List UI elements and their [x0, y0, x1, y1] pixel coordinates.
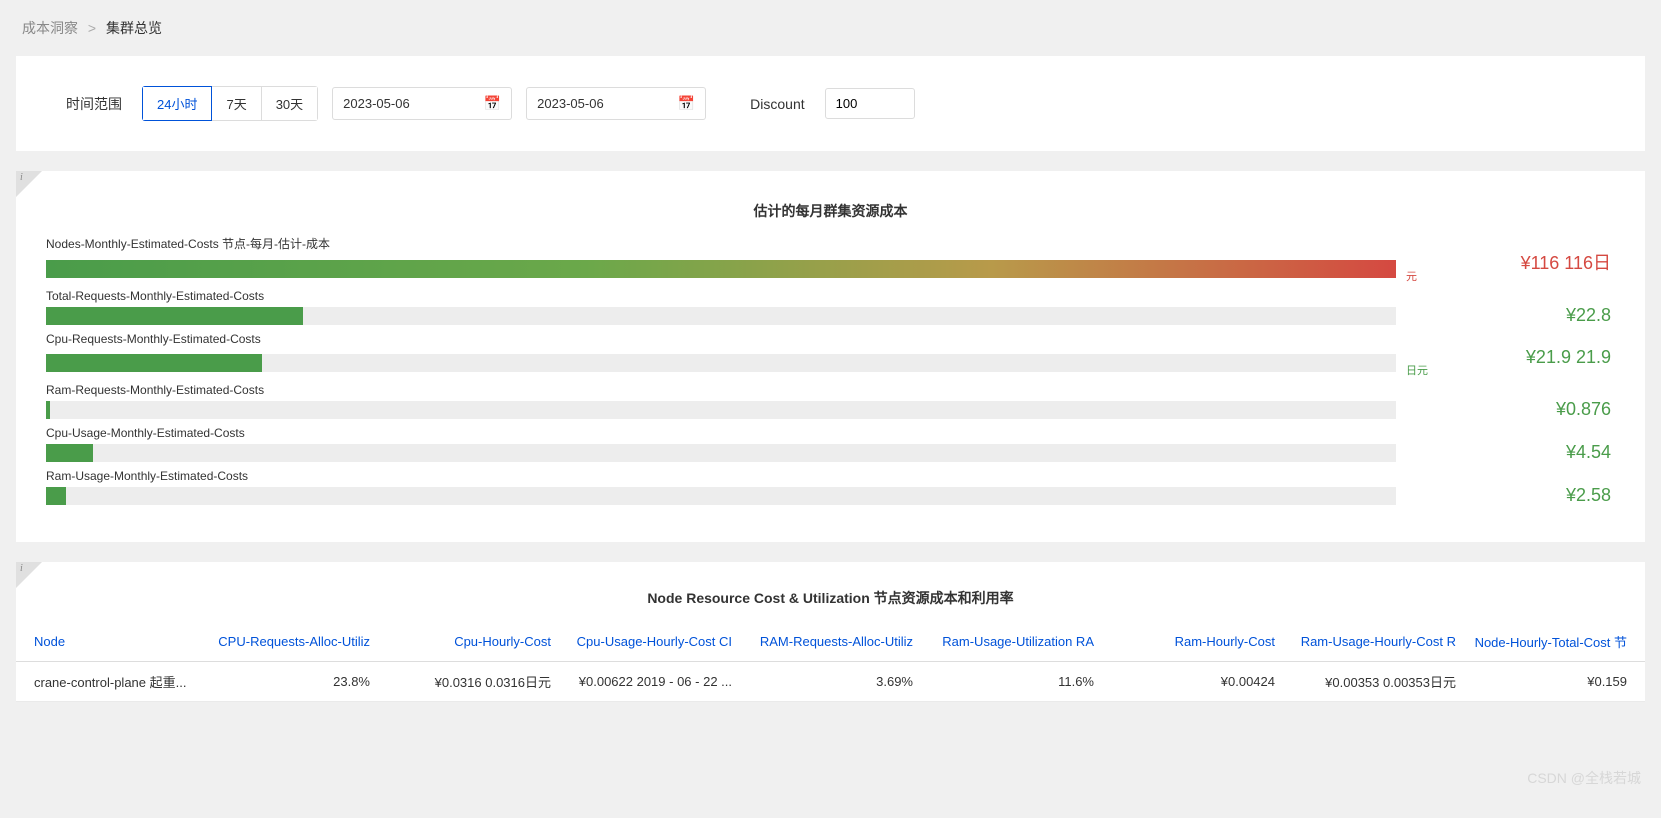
bars-container: Nodes-Monthly-Estimated-Costs 节点-每月-估计-成…	[46, 235, 1615, 506]
bar-fill	[46, 401, 50, 419]
bar-fill	[46, 487, 66, 505]
bar-value: ¥21.9 21.9日元	[1406, 348, 1615, 377]
table-cell: ¥0.0316 0.0316日元	[378, 662, 559, 702]
table-cell: ¥0.00424	[1102, 662, 1283, 702]
bar-track	[46, 260, 1396, 278]
time-range-button-group: 24小时 7天 30天	[142, 86, 318, 121]
table-body: crane-control-plane 起重...23.8%¥0.0316 0.…	[16, 662, 1645, 702]
table-title: Node Resource Cost & Utilization 节点资源成本和…	[16, 588, 1645, 608]
table-cell: 11.6%	[921, 662, 1102, 702]
range-button-30d[interactable]: 30天	[261, 86, 318, 121]
bar-track	[46, 487, 1396, 505]
table-cell: crane-control-plane 起重...	[16, 662, 197, 702]
bar-value-suffix: 元	[1406, 272, 1611, 283]
bar-line: ¥21.9 21.9日元	[46, 348, 1615, 377]
breadcrumb: 成本洞察 > 集群总览	[0, 0, 1661, 56]
table-cell: 23.8%	[197, 662, 378, 702]
bar-row: Cpu-Requests-Monthly-Estimated-Costs ¥21.…	[46, 332, 1615, 377]
bar-value: ¥2.58	[1406, 485, 1615, 506]
date-to-input[interactable]: 2023-05-06 📅	[526, 87, 706, 120]
date-from-value: 2023-05-06	[343, 96, 410, 111]
bar-label: Ram-Requests-Monthly-Estimated-Costs	[46, 383, 1615, 397]
date-from-input[interactable]: 2023-05-06 📅	[332, 87, 512, 120]
filter-panel: 时间范围 24小时 7天 30天 2023-05-06 📅 2023-05-06…	[16, 56, 1645, 151]
bar-label: Nodes-Monthly-Estimated-Costs 节点-每月-估计-成…	[46, 235, 1615, 252]
table-cell: 3.69%	[740, 662, 921, 702]
bar-line: ¥22.8	[46, 305, 1615, 326]
table-header-cell[interactable]: Ram-Usage-Hourly-Cost R	[1283, 622, 1464, 662]
bar-value: ¥116 116日元	[1406, 254, 1615, 283]
bar-value: ¥0.876	[1406, 399, 1615, 420]
bar-fill	[46, 444, 93, 462]
table-cell: ¥0.00353 0.00353日元	[1283, 662, 1464, 702]
info-icon[interactable]: i	[20, 172, 23, 183]
bar-fill	[46, 354, 262, 372]
time-range-label: 时间范围	[66, 94, 122, 114]
resource-table: NodeCPU-Requests-Alloc-UtilizCpu-Hourly-…	[16, 622, 1645, 702]
bar-line: ¥116 116日元	[46, 254, 1615, 283]
bar-row: Ram-Requests-Monthly-Estimated-Costs ¥0.8…	[46, 383, 1615, 420]
bar-line: ¥0.876	[46, 399, 1615, 420]
bar-track	[46, 307, 1396, 325]
bar-value-suffix: 日元	[1406, 366, 1611, 377]
table-cell: ¥0.00622 2019 - 06 - 22 ...	[559, 662, 740, 702]
discount-input[interactable]	[825, 88, 915, 119]
breadcrumb-separator: >	[88, 20, 96, 36]
bar-row: Total-Requests-Monthly-Estimated-Costs ¥2…	[46, 289, 1615, 326]
breadcrumb-current: 集群总览	[106, 20, 162, 36]
bar-value: ¥4.54	[1406, 442, 1615, 463]
table-header-cell[interactable]: Node	[16, 622, 197, 662]
range-button-7d[interactable]: 7天	[211, 86, 261, 121]
bar-label: Cpu-Requests-Monthly-Estimated-Costs	[46, 332, 1615, 346]
bar-fill	[46, 307, 303, 325]
table-header-cell[interactable]: Cpu-Hourly-Cost	[378, 622, 559, 662]
table-header-cell[interactable]: Node-Hourly-Total-Cost 节	[1464, 622, 1645, 662]
bar-track	[46, 444, 1396, 462]
bar-line: ¥4.54	[46, 442, 1615, 463]
table-header-cell[interactable]: Cpu-Usage-Hourly-Cost CI	[559, 622, 740, 662]
table-header-cell[interactable]: CPU-Requests-Alloc-Utiliz	[197, 622, 378, 662]
table-row[interactable]: crane-control-plane 起重...23.8%¥0.0316 0.…	[16, 662, 1645, 702]
bar-row: Cpu-Usage-Monthly-Estimated-Costs ¥4.54	[46, 426, 1615, 463]
bar-track	[46, 354, 1396, 372]
range-button-24h[interactable]: 24小时	[142, 86, 212, 121]
calendar-icon: 📅	[678, 95, 695, 112]
table-header-cell[interactable]: Ram-Hourly-Cost	[1102, 622, 1283, 662]
bar-track	[46, 401, 1396, 419]
bar-label: Cpu-Usage-Monthly-Estimated-Costs	[46, 426, 1615, 440]
watermark: CSDN @全栈若城	[1527, 768, 1641, 788]
table-header-cell[interactable]: Ram-Usage-Utilization RA	[921, 622, 1102, 662]
bar-row: Nodes-Monthly-Estimated-Costs 节点-每月-估计-成…	[46, 235, 1615, 283]
bar-line: ¥2.58	[46, 485, 1615, 506]
bar-label: Ram-Usage-Monthly-Estimated-Costs	[46, 469, 1615, 483]
table-header-row: NodeCPU-Requests-Alloc-UtilizCpu-Hourly-…	[16, 622, 1645, 662]
bar-label: Total-Requests-Monthly-Estimated-Costs	[46, 289, 1615, 303]
bar-row: Ram-Usage-Monthly-Estimated-Costs ¥2.58	[46, 469, 1615, 506]
breadcrumb-parent[interactable]: 成本洞察	[22, 20, 78, 36]
cost-chart-title: 估计的每月群集资源成本	[46, 201, 1615, 221]
calendar-icon: 📅	[484, 95, 501, 112]
table-cell: ¥0.159	[1464, 662, 1645, 702]
table-panel: i Node Resource Cost & Utilization 节点资源成…	[16, 562, 1645, 702]
bar-value: ¥22.8	[1406, 305, 1615, 326]
discount-label: Discount	[750, 96, 804, 112]
bar-fill	[46, 260, 1396, 278]
cost-chart-panel: i 估计的每月群集资源成本 Nodes-Monthly-Estimated-Co…	[16, 171, 1645, 542]
info-icon[interactable]: i	[20, 563, 23, 574]
table-header-cell[interactable]: RAM-Requests-Alloc-Utiliz	[740, 622, 921, 662]
date-to-value: 2023-05-06	[537, 96, 604, 111]
